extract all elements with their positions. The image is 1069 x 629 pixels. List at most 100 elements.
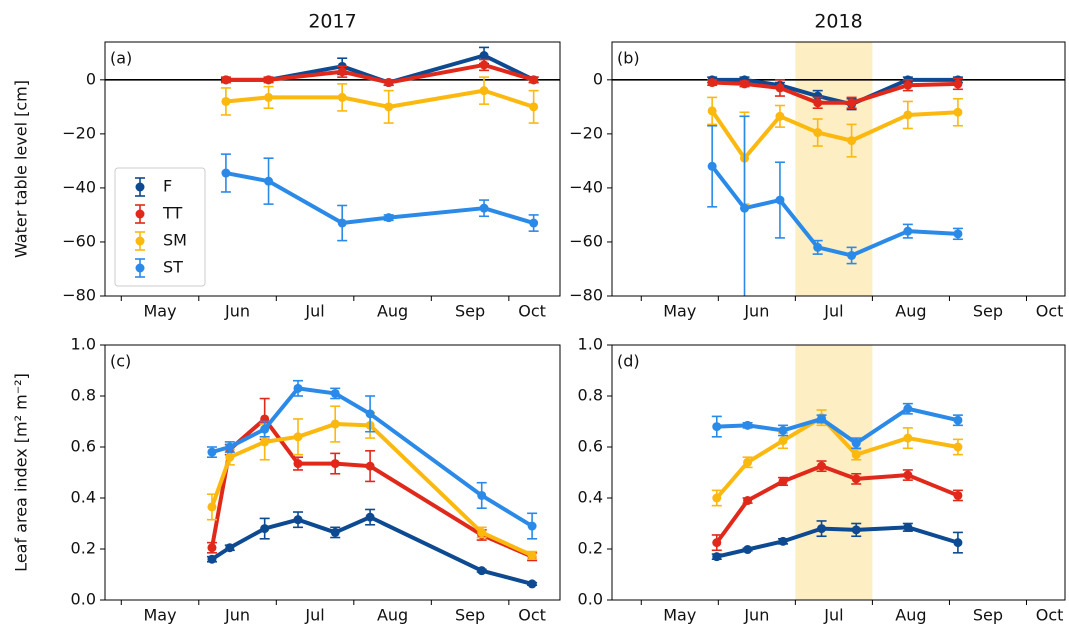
- y-tick-label: −40: [569, 177, 603, 196]
- y-tick-label: 1.0: [578, 335, 603, 354]
- data-point: [778, 436, 788, 446]
- x-tick-label: Jun: [224, 302, 250, 321]
- x-tick-label: Sep: [973, 302, 1003, 321]
- series-line: [211, 386, 534, 528]
- data-point: [479, 60, 489, 70]
- legend-swatch: [135, 263, 145, 273]
- data-point: [479, 203, 489, 213]
- data-point: [847, 98, 857, 108]
- data-point: [813, 91, 823, 101]
- y-tick-label: −60: [569, 231, 603, 250]
- data-point: [207, 447, 217, 457]
- data-point: [337, 218, 347, 228]
- x-tick-label: Aug: [377, 606, 408, 625]
- x-tick-label: May: [663, 606, 696, 625]
- panel: −80 −60 −40 −20 0 May Jun Jul Aug Sep Oct 2018 (b): [569, 11, 1066, 321]
- data-point: [778, 425, 788, 435]
- x-tick-label: Sep: [455, 606, 485, 625]
- data-point: [740, 79, 750, 89]
- y-tick-label: 0.6: [578, 437, 603, 456]
- data-point: [207, 554, 217, 564]
- data-point: [778, 536, 788, 546]
- data-point: [813, 242, 823, 252]
- data-point: [953, 107, 963, 117]
- panel-label: (b): [617, 49, 640, 68]
- data-point: [260, 524, 270, 534]
- data-point: [953, 229, 963, 239]
- data-point: [775, 111, 785, 121]
- y-tick-label: 0: [86, 69, 96, 88]
- data-point: [221, 168, 231, 178]
- series-line: [225, 62, 535, 85]
- data-point: [903, 404, 913, 414]
- x-tick-label: May: [143, 302, 176, 321]
- data-point: [477, 566, 487, 576]
- data-point: [264, 92, 274, 102]
- y-tick-label: −80: [62, 286, 96, 305]
- data-point: [778, 476, 788, 486]
- y-tick-label: 0.4: [71, 488, 96, 507]
- data-point: [712, 422, 722, 432]
- data-point: [365, 461, 375, 471]
- data-point: [529, 102, 539, 112]
- panel: 0.0 0.2 0.4 0.6 0.8 1.0 May Jun Jul Aug Sep Oct (d): [578, 335, 1066, 625]
- data-point: [264, 176, 274, 186]
- data-point: [775, 195, 785, 205]
- x-tick-label: May: [663, 302, 696, 321]
- data-point: [225, 442, 235, 452]
- data-point: [337, 92, 347, 102]
- legend-label: SM: [163, 231, 187, 250]
- y-tick-label: −60: [62, 231, 96, 250]
- y-tick-label: 0.6: [71, 437, 96, 456]
- data-point: [225, 543, 235, 553]
- data-point: [953, 538, 963, 548]
- y-tick-label: 0.0: [71, 590, 96, 609]
- data-point: [707, 78, 717, 88]
- plot-area: [707, 75, 963, 296]
- legend-swatch: [135, 236, 145, 246]
- x-tick-label: Jul: [304, 606, 324, 625]
- y-tick-label: 0.4: [578, 488, 603, 507]
- data-point: [743, 457, 753, 467]
- data-point: [712, 552, 722, 562]
- legend: F TT SM ST: [114, 167, 206, 287]
- data-point: [337, 67, 347, 77]
- series-line: [210, 515, 533, 586]
- legend-label: TT: [162, 204, 182, 223]
- data-point: [903, 80, 913, 90]
- data-point: [477, 490, 487, 500]
- data-point: [365, 409, 375, 419]
- data-point: [330, 419, 340, 429]
- data-point: [527, 579, 537, 589]
- y-axis-label: Leaf area index [m² m⁻²]: [12, 373, 31, 572]
- y-tick-label: −20: [62, 123, 96, 142]
- data-point: [953, 442, 963, 452]
- data-point: [817, 414, 827, 424]
- data-point: [851, 450, 861, 460]
- data-point: [260, 437, 270, 447]
- data-point: [743, 420, 753, 430]
- series-line: [225, 88, 535, 109]
- data-point: [260, 424, 270, 434]
- x-tick-label: Oct: [518, 302, 546, 321]
- data-point: [740, 203, 750, 213]
- data-point: [903, 522, 913, 532]
- data-point: [707, 161, 717, 171]
- plot-area: [711, 402, 963, 562]
- y-tick-label: 1.0: [71, 335, 96, 354]
- x-tick-label: Oct: [1036, 606, 1064, 625]
- data-point: [527, 550, 537, 560]
- y-tick-label: −40: [62, 177, 96, 196]
- data-point: [851, 525, 861, 535]
- legend-frame: [114, 167, 206, 287]
- data-point: [847, 250, 857, 260]
- data-point: [712, 493, 722, 503]
- data-point: [851, 438, 861, 448]
- data-point: [847, 136, 857, 146]
- data-point: [384, 78, 394, 88]
- data-point: [529, 75, 539, 85]
- data-point: [743, 545, 753, 555]
- data-point: [953, 490, 963, 500]
- x-tick-label: Aug: [895, 606, 926, 625]
